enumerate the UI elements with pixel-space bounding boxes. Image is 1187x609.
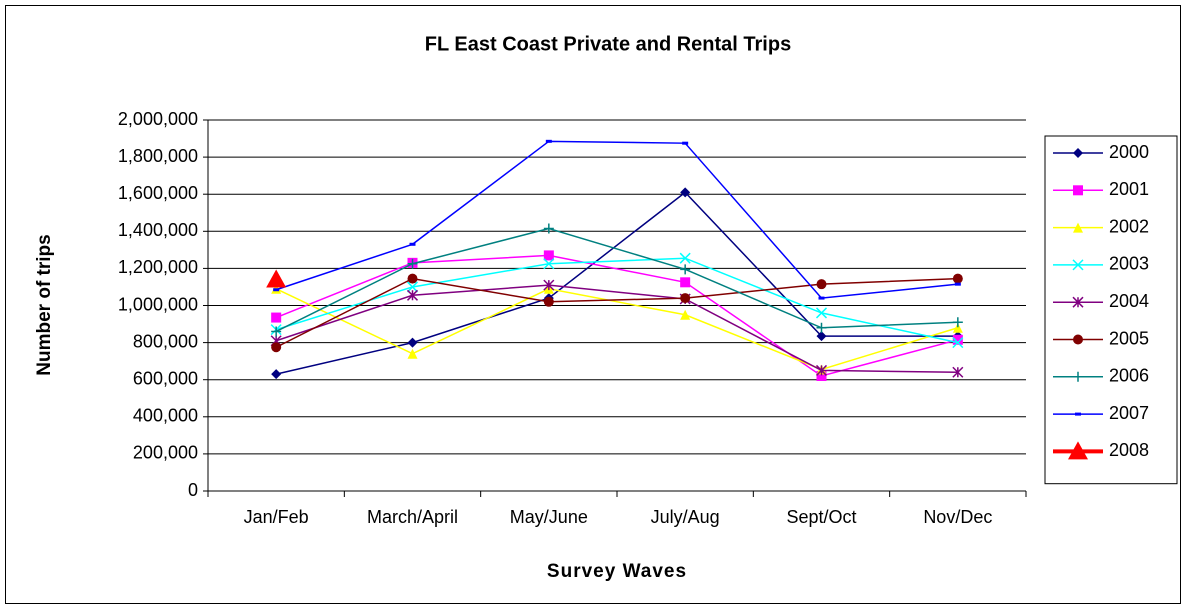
legend-label: 2001 xyxy=(1109,179,1149,199)
marker xyxy=(952,334,963,345)
marker xyxy=(1072,296,1084,308)
x-tick-label: Nov/Dec xyxy=(923,507,992,527)
marker xyxy=(682,141,689,145)
x-tick-label: March/April xyxy=(367,507,458,527)
marker xyxy=(680,293,691,304)
marker xyxy=(815,307,828,319)
marker xyxy=(543,258,555,270)
x-axis-label: Survey Waves xyxy=(547,561,687,582)
marker xyxy=(266,269,287,288)
legend-box xyxy=(1044,135,1178,485)
y-tick-label: 0 xyxy=(188,480,198,500)
marker xyxy=(1073,334,1083,345)
legend-label: 2006 xyxy=(1109,366,1149,386)
series-line xyxy=(275,257,958,344)
series-line xyxy=(275,140,958,299)
y-tick-label: 200,000 xyxy=(133,443,198,463)
series-line xyxy=(275,284,958,374)
x-tick-label: Jan/Feb xyxy=(244,507,309,527)
marker xyxy=(406,281,419,293)
y-tick-label: 1,600,000 xyxy=(118,183,198,203)
marker xyxy=(543,223,554,234)
y-tick-label: 1,000,000 xyxy=(118,294,198,314)
legend-label: 2003 xyxy=(1109,254,1149,274)
marker xyxy=(818,296,825,300)
legend-label: 2004 xyxy=(1109,291,1149,311)
legend-label: 2008 xyxy=(1109,440,1149,460)
y-axis-label: Number of trips xyxy=(34,234,55,375)
marker xyxy=(816,279,827,290)
marker xyxy=(407,337,418,348)
marker xyxy=(816,322,827,333)
chart-border xyxy=(5,5,1181,604)
marker xyxy=(1073,185,1083,196)
marker xyxy=(816,331,827,342)
series-line xyxy=(275,277,958,348)
marker xyxy=(954,282,961,286)
series-line xyxy=(275,288,959,371)
marker xyxy=(680,187,691,198)
chart-title: FL East Coast Private and Rental Trips xyxy=(425,33,791,55)
marker xyxy=(407,348,418,359)
y-tick-label: 400,000 xyxy=(133,406,198,426)
y-tick-label: 2,000,000 xyxy=(118,109,198,129)
series-line xyxy=(275,191,958,375)
legend-label: 2007 xyxy=(1109,403,1149,423)
marker xyxy=(543,296,554,307)
series-line xyxy=(275,254,959,377)
x-tick-label: Sept/Oct xyxy=(786,507,856,527)
legend-label: 2000 xyxy=(1109,142,1149,162)
marker xyxy=(680,264,691,275)
marker xyxy=(273,288,280,292)
marker xyxy=(545,139,552,143)
marker xyxy=(1075,412,1081,416)
y-tick-label: 1,200,000 xyxy=(118,257,198,277)
marker xyxy=(271,312,282,323)
marker xyxy=(543,250,554,261)
marker xyxy=(407,258,418,269)
x-tick-label: May/June xyxy=(510,507,588,527)
marker xyxy=(952,273,963,284)
marker xyxy=(952,317,963,328)
legend-label: 2002 xyxy=(1109,216,1149,236)
marker xyxy=(952,337,964,349)
marker xyxy=(406,289,419,301)
y-tick-label: 600,000 xyxy=(133,368,198,388)
marker xyxy=(1073,222,1083,233)
marker xyxy=(1073,148,1083,158)
marker xyxy=(271,326,282,337)
legend-label: 2005 xyxy=(1109,328,1149,348)
marker xyxy=(271,369,282,380)
series-line xyxy=(275,227,958,333)
marker xyxy=(680,277,691,288)
marker xyxy=(1072,259,1084,271)
y-tick-label: 1,800,000 xyxy=(118,146,198,166)
marker xyxy=(952,366,964,378)
marker xyxy=(407,273,418,284)
marker xyxy=(409,242,416,246)
x-tick-label: July/Aug xyxy=(651,507,720,527)
marker xyxy=(815,364,828,376)
marker xyxy=(680,309,691,320)
y-tick-label: 1,400,000 xyxy=(118,220,198,240)
y-tick-label: 800,000 xyxy=(133,331,198,351)
marker xyxy=(816,370,827,381)
marker xyxy=(679,252,691,264)
marker xyxy=(271,342,282,353)
marker xyxy=(952,322,963,333)
marker xyxy=(543,279,555,291)
marker xyxy=(1073,371,1083,382)
marker xyxy=(1068,441,1088,460)
